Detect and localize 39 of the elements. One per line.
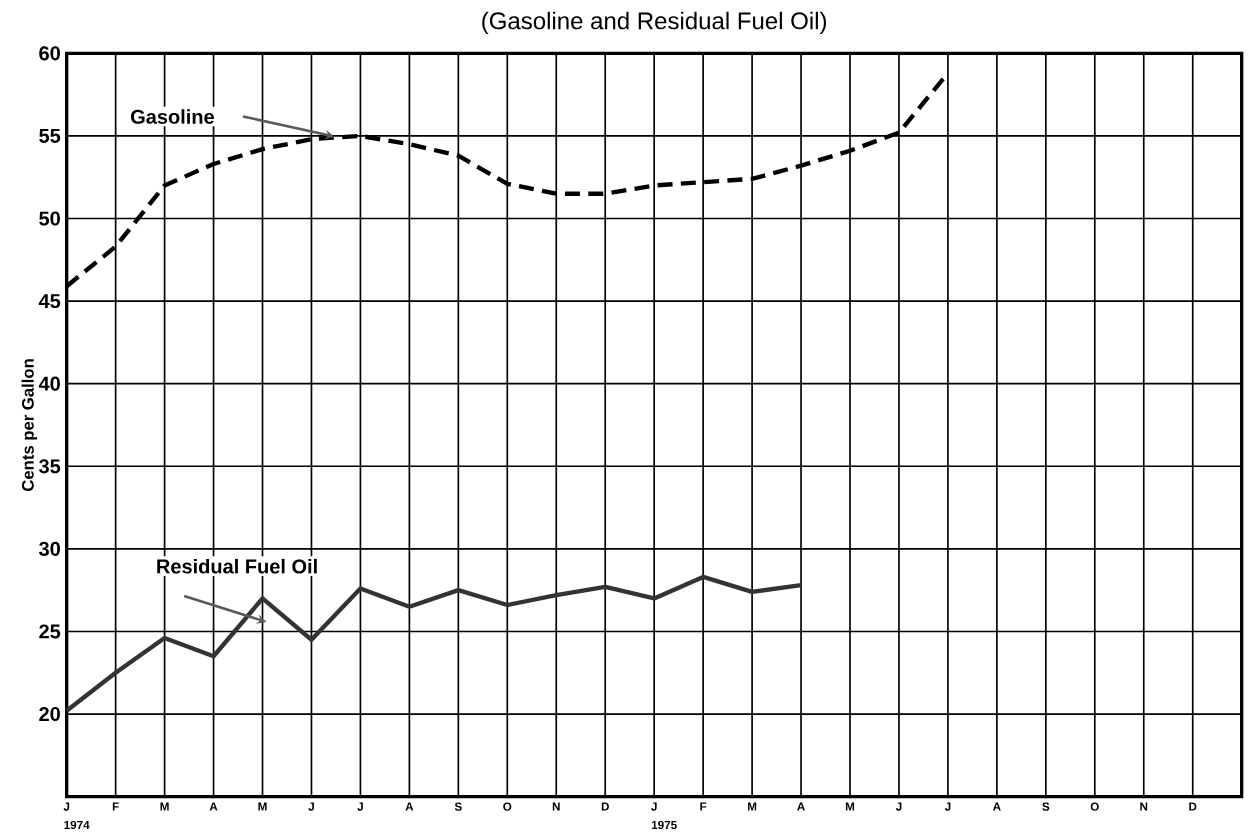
x-tick-label: J [63,802,70,811]
x-tick-label: M [258,802,267,811]
x-tick-label: J [944,802,951,811]
x-tick-label: M [748,802,757,811]
x-tick-label: A [797,802,805,811]
x-tick-label: N [1140,802,1148,811]
x-tick-label: J [357,802,363,811]
x-tick-label: S [454,802,462,811]
x-tick-label: A [992,802,1001,811]
x-tick-label: J [651,802,657,811]
text: Residual Fuel Oil [157,559,317,574]
x-tick-label: O [503,802,512,811]
x-tick-label: D [1189,802,1197,811]
x-tick-label: A [405,802,414,811]
x-tick-label: N [552,802,560,811]
y-tick-label: 60 [39,46,60,61]
x-tick-label: S [1042,802,1050,811]
y-tick-label: 30 [39,541,60,557]
text: 1974 [64,821,90,830]
series-label: Gasoline [130,109,214,125]
y-axis-title: Cents per Gallon [21,359,38,492]
y-tick-label: 25 [39,624,61,639]
x-tick-label: A [209,802,218,811]
y-tick-label: 50 [39,211,60,226]
x-tick-label: D [601,802,609,811]
y-tick-label: 45 [38,294,61,309]
x-tick-label: F [112,802,119,811]
x-tick-label: F [700,802,707,811]
y-tick-label: 20 [39,707,60,722]
chart-title: (Gasoline and Residual Fuel Oil) [482,11,827,35]
x-tick-label: O [1090,802,1099,811]
y-tick-label: 40 [38,376,60,391]
y-tick-label: 35 [39,459,61,474]
x-tick-label: M [845,802,855,811]
x-tick-label: J [895,802,902,811]
x-tick-label: J [308,802,314,811]
x-tick-label: M [160,802,169,811]
text: 1975 [651,821,677,830]
y-tick-label: 55 [39,129,61,144]
